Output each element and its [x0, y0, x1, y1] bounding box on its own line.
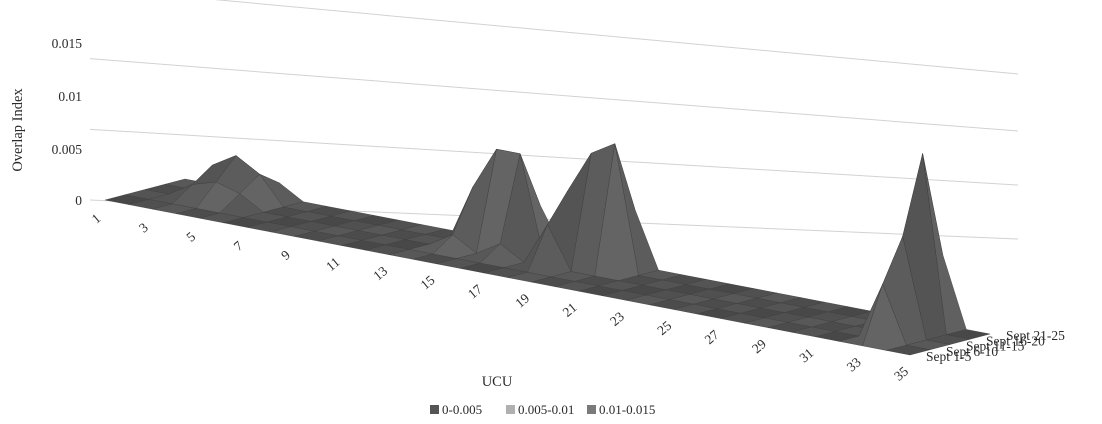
legend-label-0: 0-0.005 [442, 402, 482, 417]
z-tick-label: 0.015 [52, 36, 83, 51]
x-tick-label: 33 [844, 354, 864, 374]
series-label: Sept 1-5 [926, 349, 972, 364]
series-label: Sept 16-20 [986, 333, 1045, 348]
x-tick-label: 23 [607, 309, 627, 329]
x-tick-label: 29 [749, 336, 769, 356]
x-tick-label: 11 [323, 254, 343, 274]
series-label: Sept 6-10 [946, 344, 998, 359]
series-label: Sept 21-25 [1006, 328, 1065, 343]
x-tick-label: 5 [183, 229, 198, 245]
surface-cell [886, 344, 931, 356]
x-tick-label: 17 [465, 281, 485, 301]
legend-swatch-2 [587, 405, 596, 414]
x-axis-title: UCU [482, 374, 513, 390]
x-tick-label: 19 [512, 290, 532, 310]
legend: 0-0.005 0.005-0.01 0.01-0.015 [430, 402, 655, 417]
x-tick-label: 7 [231, 238, 246, 254]
gridline-2 [89, 58, 1019, 132]
z-tick-label: 0.01 [58, 89, 82, 104]
z-tick-label: 0 [75, 193, 82, 208]
x-tick-label: 25 [654, 318, 674, 338]
y-axis-title: Overlap Index [10, 88, 26, 172]
gridline-1 [89, 128, 1019, 186]
z-tick-label: 0.005 [52, 142, 83, 157]
x-tick-label: 15 [418, 272, 438, 292]
x-tick-label: 3 [136, 220, 151, 236]
legend-swatch-1 [506, 405, 515, 414]
legend-label-1: 0.005-0.01 [518, 402, 574, 417]
legend-swatch-0 [430, 405, 439, 414]
x-tick-label: 1 [89, 211, 104, 227]
legend-label-2: 0.01-0.015 [599, 402, 655, 417]
x-tick-label: 9 [278, 247, 293, 263]
gridline-3 [214, 0, 1019, 75]
surface [104, 143, 991, 356]
x-tick-label: 35 [891, 363, 911, 383]
x-tick-label: 27 [702, 327, 722, 347]
x-tick-label: 31 [796, 345, 816, 365]
x-tick-label: 13 [370, 263, 390, 283]
x-tick-label: 21 [560, 300, 580, 320]
series-label: Sept 11-15 [966, 339, 1025, 354]
